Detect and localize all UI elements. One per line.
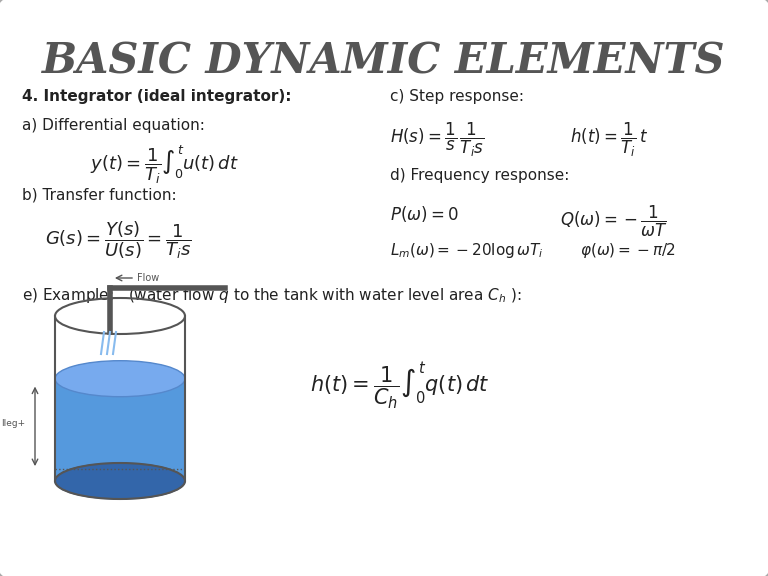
Text: $Q(\omega) = -\dfrac{1}{\omega T}$: $Q(\omega) = -\dfrac{1}{\omega T}$: [560, 204, 668, 239]
Text: 4. Integrator (ideal integrator):: 4. Integrator (ideal integrator):: [22, 89, 292, 104]
Text: BASIC DYNAMIC ELEMENTS: BASIC DYNAMIC ELEMENTS: [42, 41, 726, 83]
Polygon shape: [55, 378, 185, 481]
Text: b) Transfer function:: b) Transfer function:: [22, 188, 177, 203]
Text: lleg+: lleg+: [1, 419, 25, 429]
Text: d) Frequency response:: d) Frequency response:: [390, 168, 569, 183]
Text: $\varphi(\omega)=-\pi/2$: $\varphi(\omega)=-\pi/2$: [580, 241, 676, 260]
Text: $h(t) = \dfrac{1}{T_i}\,t$: $h(t) = \dfrac{1}{T_i}\,t$: [570, 121, 648, 159]
Text: $h(t) = \dfrac{1}{C_h} \int_0^{t} q(t)\,dt$: $h(t) = \dfrac{1}{C_h} \int_0^{t} q(t)\,…: [310, 361, 490, 412]
Text: Flow: Flow: [137, 273, 159, 283]
Text: $L_m(\omega)=-20\log\omega T_i$: $L_m(\omega)=-20\log\omega T_i$: [390, 241, 544, 260]
Text: a) Differential equation:: a) Differential equation:: [22, 118, 205, 133]
Text: c) Step response:: c) Step response:: [390, 89, 524, 104]
Text: e) Example:   (water flow $q$ to the tank with water level area $C_h$ ):: e) Example: (water flow $q$ to the tank …: [22, 286, 521, 305]
Text: $G(s) = \dfrac{Y(s)}{U(s)} = \dfrac{1}{T_i s}$: $G(s) = \dfrac{Y(s)}{U(s)} = \dfrac{1}{T…: [45, 219, 192, 261]
Text: $P(\omega) = 0$: $P(\omega) = 0$: [390, 204, 458, 224]
Text: $H(s) = \dfrac{1}{s}\,\dfrac{1}{T_i s}$: $H(s) = \dfrac{1}{s}\,\dfrac{1}{T_i s}$: [390, 121, 485, 159]
Ellipse shape: [55, 361, 185, 397]
Ellipse shape: [55, 463, 185, 499]
Text: $y(t) = \dfrac{1}{T_i} \int_0^{t} u(t)\,dt$: $y(t) = \dfrac{1}{T_i} \int_0^{t} u(t)\,…: [90, 144, 239, 186]
